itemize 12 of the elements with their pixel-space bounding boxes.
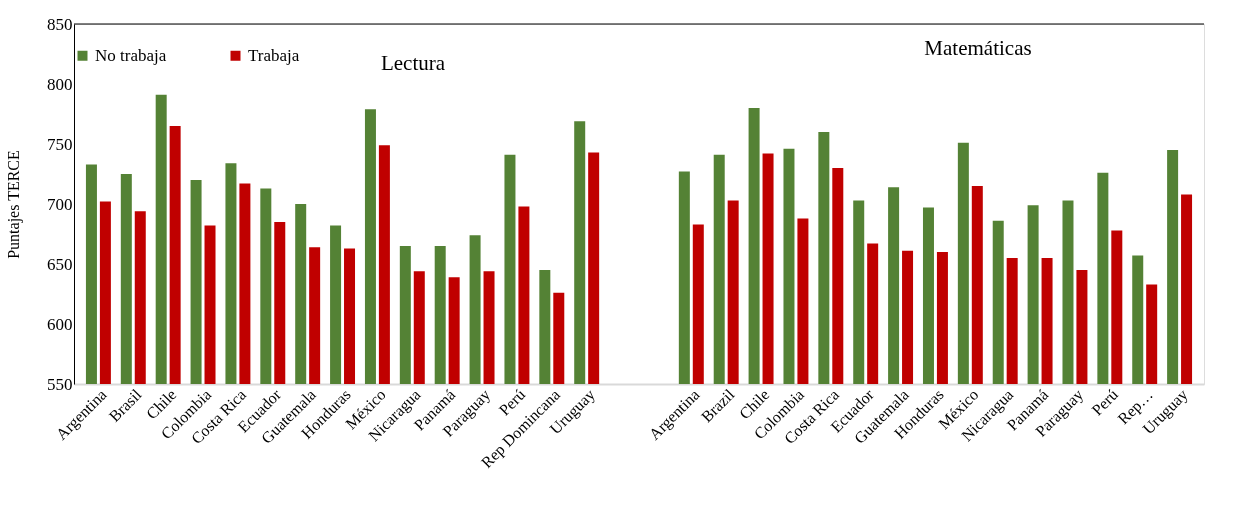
legend-label: No trabaja — [95, 45, 167, 65]
y-axis-title: Puntajes TERCE — [5, 150, 23, 259]
y-tick-label: 750 — [47, 134, 73, 154]
annotation: Lectura — [380, 51, 446, 75]
y-tick-label: 650 — [47, 254, 73, 274]
y-tick-label: 600 — [47, 314, 73, 334]
y-tick-label: 800 — [47, 74, 73, 94]
y-tick-label: 550 — [47, 374, 73, 394]
y-tick-label: 850 — [47, 14, 73, 34]
annotation: Matemáticas — [924, 36, 1032, 60]
y-tick-label: 700 — [47, 194, 73, 214]
legend-label: Trabaja — [248, 45, 300, 65]
